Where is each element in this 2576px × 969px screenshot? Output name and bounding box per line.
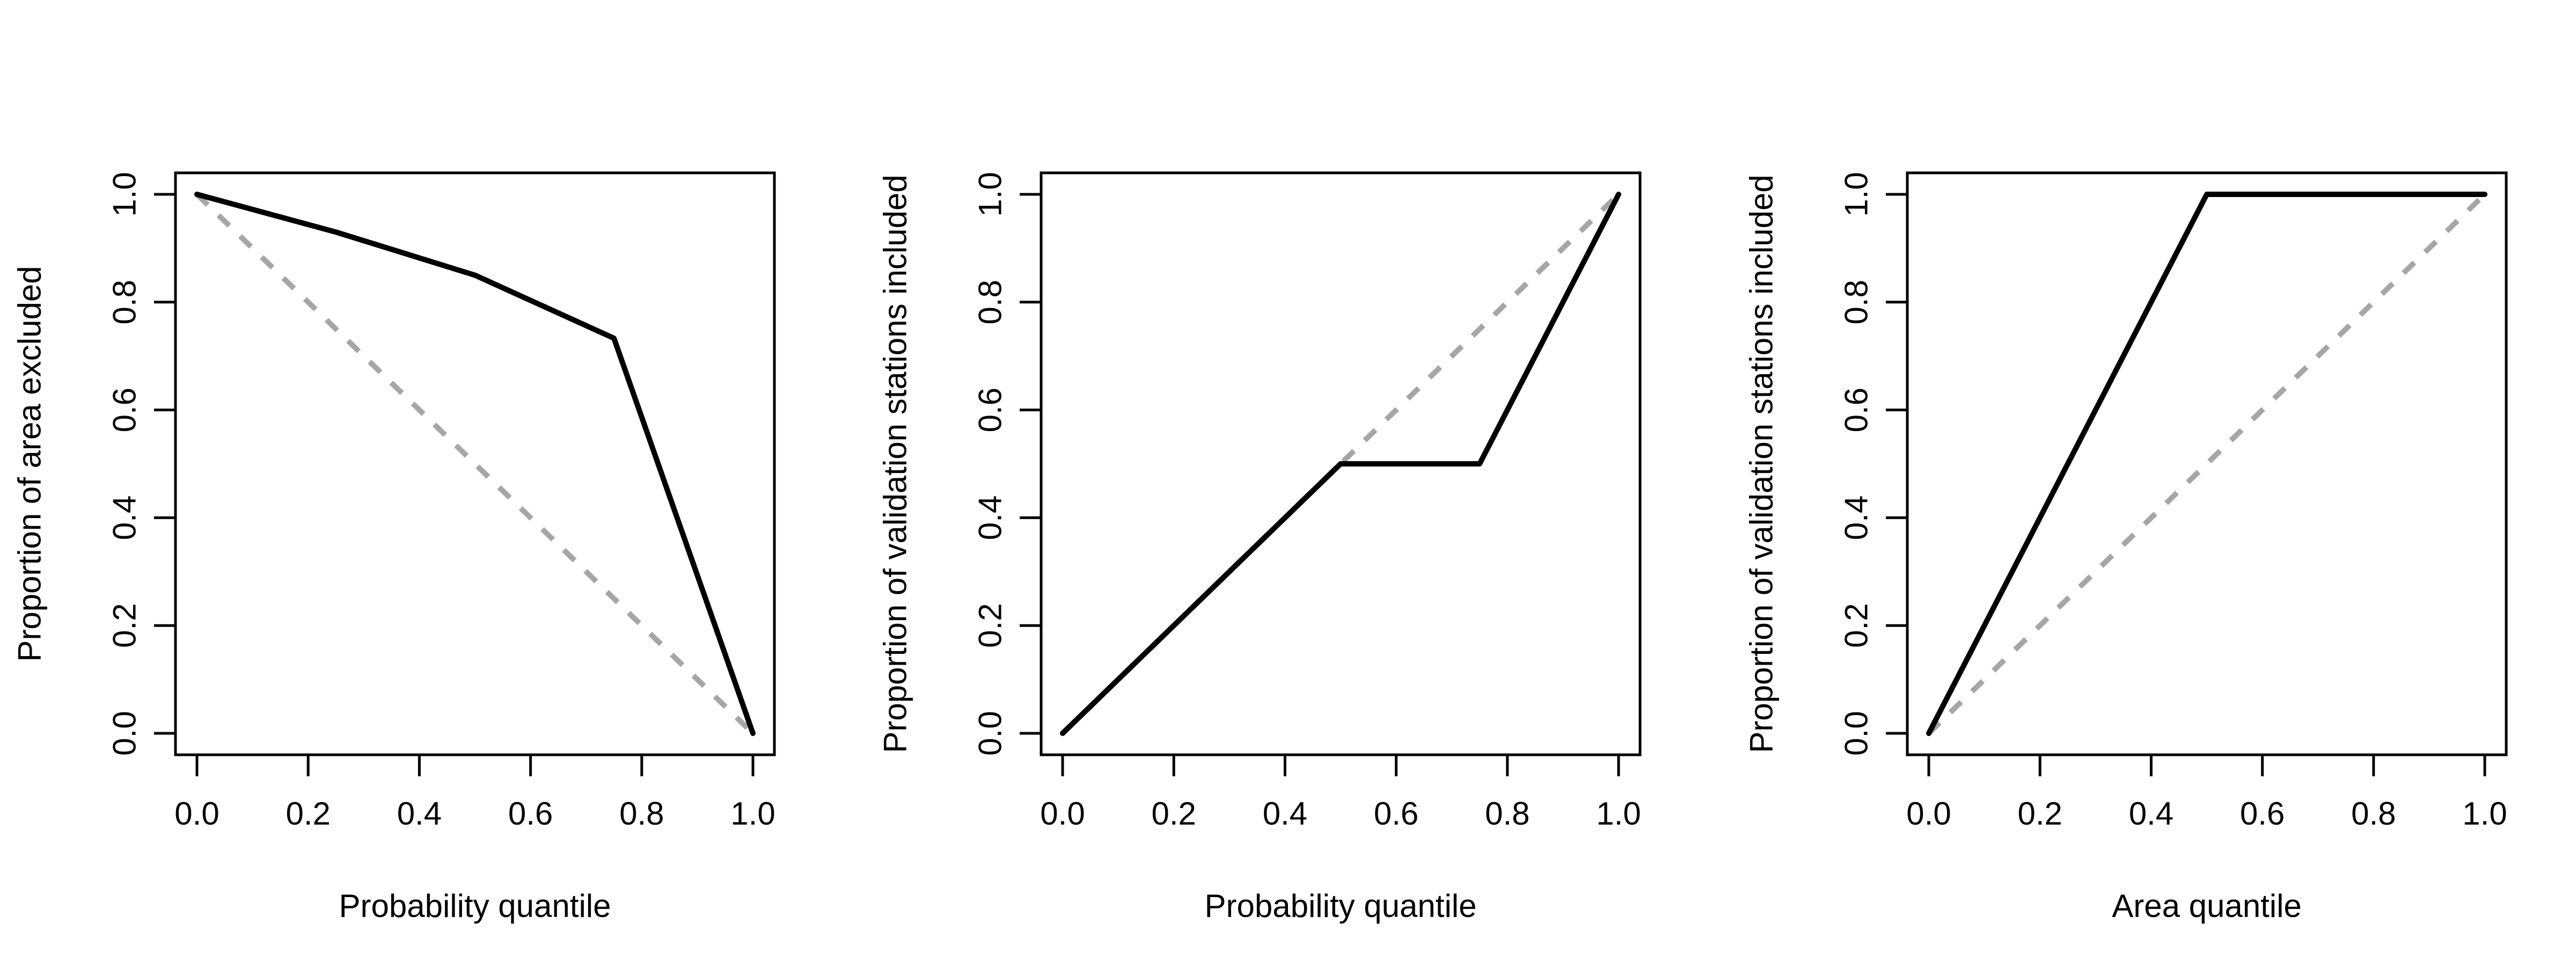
y-tick-label: 0.4 — [972, 496, 1008, 540]
y-tick-label: 1.0 — [107, 172, 143, 216]
y-tick-label: 0.8 — [107, 280, 143, 324]
x-tick-label: 0.4 — [1263, 796, 1307, 832]
chart-panel-3: 0.0 0.2 0.4 0.6 0.8 1.0 0.0 0.2 0.4 0.6 0.8 1.0 Area… — [1744, 171, 2508, 924]
y-tick-label: 0.4 — [107, 496, 143, 540]
x-tick-label: 0.0 — [1906, 796, 1951, 832]
x-tick-label: 0.0 — [174, 796, 219, 832]
x-tick-label: 1.0 — [730, 796, 775, 832]
x-tick-label: 1.0 — [2462, 796, 2507, 832]
reference-line — [1927, 192, 2487, 735]
y-tick-label: 0.8 — [1839, 280, 1875, 324]
data-series-line — [1060, 192, 1621, 736]
x-tick-label: 0.8 — [2351, 796, 2396, 832]
y-tick-label: 0.8 — [972, 280, 1008, 324]
x-tick-label: 0.8 — [619, 796, 664, 832]
x-tick-label: 1.0 — [1596, 796, 1641, 832]
x-tick-label: 0.6 — [508, 796, 553, 832]
y-tick-label: 0.0 — [1839, 711, 1875, 755]
y-axis-title: Proportion of area excluded — [12, 266, 48, 661]
y-tick-label: 0.6 — [1839, 388, 1875, 432]
x-tick-label: 0.6 — [2240, 796, 2285, 832]
y-tick-label: 0.4 — [1839, 496, 1875, 540]
chart-panel-2: 0.0 0.2 0.4 0.6 0.8 1.0 0.0 0.2 0.4 0.6 0.8 1.0 Prob… — [877, 171, 1642, 924]
x-tick-label: 0.2 — [2017, 796, 2062, 832]
y-tick-label: 1.0 — [972, 172, 1008, 216]
y-tick-label: 0.6 — [972, 388, 1008, 432]
data-series-line — [1926, 192, 2487, 736]
y-axis-title: Proportion of validation stations includ… — [877, 174, 913, 753]
x-tick-label: 0.6 — [1374, 796, 1418, 832]
chart-panel-1: 0.0 0.2 0.4 0.6 0.8 1.0 0.0 0.2 0.4 0.6 0.8 1.0 Prob… — [12, 171, 776, 924]
x-tick-label: 0.2 — [1151, 796, 1196, 832]
x-axis-title: Probability quantile — [1205, 888, 1477, 924]
y-tick-label: 0.2 — [1839, 603, 1875, 647]
x-axis-title: Area quantile — [2112, 888, 2302, 924]
x-tick-label: 0.4 — [397, 796, 442, 832]
y-axis-title: Proportion of validation stations includ… — [1744, 174, 1780, 753]
y-tick-label: 0.2 — [107, 603, 143, 647]
reference-line — [195, 192, 755, 735]
y-tick-label: 0.6 — [107, 388, 143, 432]
x-tick-label: 0.4 — [2129, 796, 2174, 832]
y-tick-label: 0.0 — [972, 711, 1008, 755]
x-tick-label: 0.8 — [1485, 796, 1529, 832]
y-tick-label: 1.0 — [1839, 172, 1875, 216]
y-tick-label: 0.2 — [972, 603, 1008, 647]
y-tick-label: 0.0 — [107, 711, 143, 755]
x-axis-title: Probability quantile — [339, 888, 611, 924]
data-series-line — [194, 192, 756, 736]
x-tick-label: 0.0 — [1040, 796, 1085, 832]
x-tick-label: 0.2 — [286, 796, 330, 832]
